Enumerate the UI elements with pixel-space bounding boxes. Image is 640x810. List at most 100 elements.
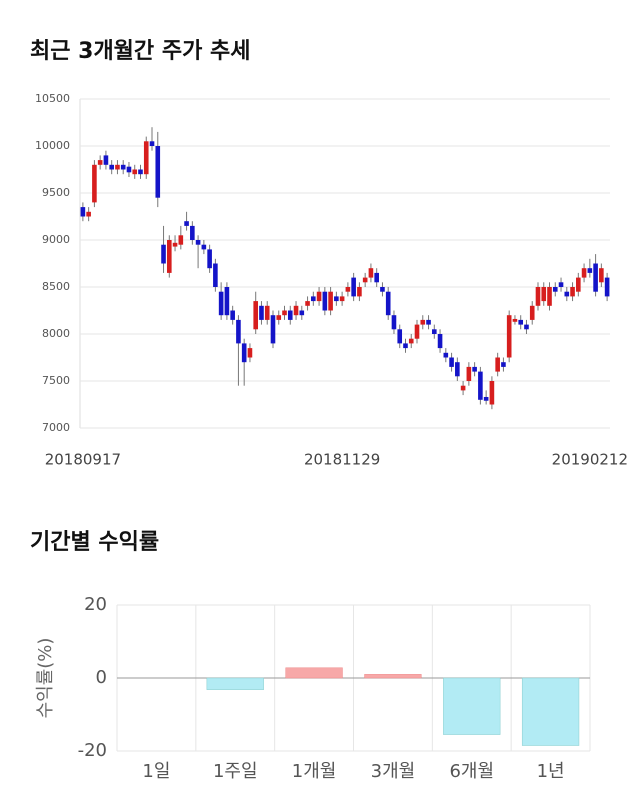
- candle-body: [552, 287, 558, 292]
- y-tick-label: 9000: [42, 233, 70, 246]
- candle-body: [535, 287, 541, 306]
- candle-body: [529, 305, 535, 320]
- candle-body: [241, 343, 247, 363]
- bar: [443, 677, 501, 735]
- candle-body: [581, 268, 587, 278]
- x-tick-label: 20181129: [304, 451, 380, 469]
- x-tick-label: 3개월: [371, 761, 416, 782]
- candle-body: [305, 301, 310, 306]
- candle-body: [466, 366, 472, 381]
- x-tick-label: 1개월: [292, 761, 337, 782]
- candle-body: [391, 315, 397, 330]
- candle-body: [570, 287, 575, 297]
- candle-body: [368, 268, 374, 278]
- candle-body: [460, 385, 466, 391]
- candle-body: [443, 352, 449, 358]
- candle-body: [408, 338, 414, 344]
- y-axis-label: 수익률(%): [35, 638, 56, 719]
- candle-body: [478, 371, 483, 400]
- y-tick-label: 8000: [42, 327, 70, 340]
- candle-body: [414, 324, 420, 339]
- candle-body: [334, 296, 339, 302]
- x-tick-label: 20180917: [45, 451, 121, 469]
- candle-body: [339, 296, 345, 302]
- candle-body: [351, 277, 356, 297]
- candle-body: [472, 366, 477, 372]
- bar: [521, 677, 580, 746]
- candle-body: [247, 348, 253, 358]
- candle-body: [149, 141, 155, 146]
- candle-body: [587, 268, 593, 273]
- candle-body: [293, 305, 299, 316]
- candle-body: [287, 310, 293, 320]
- candle-body: [86, 211, 91, 217]
- candle-body: [547, 287, 552, 306]
- candle-body: [564, 291, 570, 297]
- candle-body: [253, 301, 259, 330]
- candle-body: [213, 263, 218, 287]
- candle-body: [184, 221, 189, 226]
- chart-title: 기간별 수익률: [30, 530, 159, 555]
- candle-body: [230, 310, 235, 320]
- candle-body: [604, 277, 610, 297]
- candle-body: [455, 362, 460, 377]
- candle-body: [322, 291, 328, 311]
- y-tick-label: -20: [78, 740, 107, 761]
- y-tick-label: 9500: [42, 186, 70, 199]
- candle-body: [576, 277, 581, 292]
- candle-body: [483, 396, 489, 401]
- candle-body: [138, 169, 143, 175]
- candle-body: [501, 362, 506, 367]
- x-tick-label: 20190212: [552, 451, 628, 469]
- candle-body: [357, 287, 362, 297]
- y-tick-label: 10000: [35, 139, 70, 152]
- candle-body: [558, 282, 564, 287]
- candle-body: [109, 164, 114, 170]
- candle-body: [362, 277, 368, 283]
- candle-body: [259, 305, 264, 320]
- x-tick-label: 1년: [537, 761, 565, 782]
- candle-body: [431, 329, 437, 334]
- candle-body: [374, 272, 379, 283]
- candle-body: [489, 381, 495, 405]
- candle-body: [345, 287, 351, 292]
- candle-body: [161, 244, 166, 264]
- candle-body: [218, 291, 224, 316]
- y-tick-label: 8500: [42, 280, 70, 293]
- candle-body: [495, 357, 500, 372]
- x-tick-label: 1주일: [213, 761, 258, 782]
- x-tick-label: 6개월: [449, 761, 494, 782]
- candle-body: [276, 315, 282, 320]
- candle-body: [437, 334, 443, 349]
- candle-body: [155, 146, 161, 198]
- candle-body: [316, 291, 322, 302]
- candle-body: [132, 169, 138, 175]
- candle-body: [236, 319, 241, 344]
- candle-body: [328, 291, 333, 311]
- candle-body: [270, 315, 276, 344]
- candle-body: [541, 287, 547, 302]
- candle-body: [190, 225, 195, 240]
- candle-body: [172, 242, 178, 247]
- candle-body: [264, 305, 270, 320]
- candle-body: [224, 287, 230, 316]
- bar: [206, 677, 264, 690]
- bar: [364, 674, 422, 679]
- x-tick-label: 1일: [142, 761, 170, 782]
- candle-body: [397, 329, 403, 344]
- candle-body: [380, 287, 385, 292]
- y-tick-label: 7500: [42, 374, 70, 387]
- candle-body: [201, 244, 207, 250]
- candle-body: [120, 164, 126, 170]
- candle-body: [299, 310, 305, 316]
- candle-body: [92, 164, 97, 203]
- y-tick-label: 10500: [35, 92, 70, 105]
- y-tick-label: 7000: [42, 421, 70, 434]
- candle-body: [593, 263, 598, 292]
- candle-body: [449, 357, 454, 367]
- candle-body: [195, 240, 201, 245]
- candle-body: [103, 155, 109, 165]
- y-tick-label: 0: [96, 667, 107, 688]
- candle-body: [420, 319, 426, 325]
